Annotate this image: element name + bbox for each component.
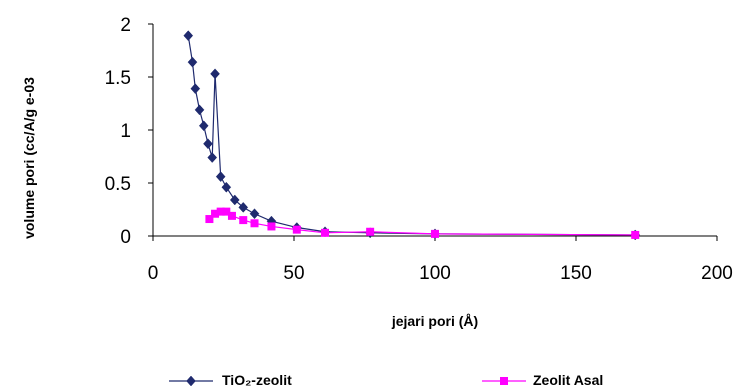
data-point	[187, 56, 198, 68]
y-tick-label: 1.5	[105, 68, 131, 89]
data-point	[222, 207, 231, 216]
data-point	[321, 228, 330, 237]
data-point	[221, 181, 232, 193]
axes: 0 0.5 1 1.5 2 0 50 100 150 200	[105, 15, 733, 284]
series-tio2-zeolit	[183, 30, 641, 241]
legend-marker	[500, 377, 508, 385]
legend-item: TiO₂-zeolit	[169, 372, 292, 388]
y-axis-title: volume pori (cc/A/g e-03	[21, 77, 37, 239]
data-point	[216, 207, 225, 216]
data-point	[227, 211, 236, 220]
data-point	[431, 229, 439, 238]
data-point	[211, 209, 220, 218]
y-tick-label: 2	[120, 15, 131, 36]
x-tick-label: 200	[701, 263, 733, 284]
y-tick-label: 0	[120, 227, 131, 248]
data-point	[239, 216, 248, 225]
data-point	[292, 225, 301, 234]
data-point	[207, 152, 218, 163]
data-point	[190, 83, 201, 95]
x-tick-label: 150	[560, 263, 592, 284]
series-line	[187, 35, 636, 236]
series-zeolit-asal	[205, 207, 640, 239]
data-point	[194, 104, 205, 116]
legend-marker	[186, 375, 196, 387]
x-tick-label: 100	[419, 263, 451, 284]
y-tick-label: 1	[120, 121, 131, 142]
data-point	[229, 194, 240, 206]
data-point	[183, 30, 194, 42]
legend-label: Zeolit Asal	[533, 372, 603, 388]
legend: TiO₂-zeolit Zeolit Asal	[169, 372, 603, 388]
data-point	[250, 219, 259, 228]
y-tick-label: 0.5	[105, 174, 131, 195]
data-point	[249, 208, 260, 220]
data-point	[366, 227, 375, 236]
data-point	[203, 138, 213, 150]
legend-item: Zeolit Asal	[482, 372, 603, 388]
data-point	[267, 222, 276, 231]
x-tick-label: 50	[283, 263, 304, 284]
x-tick-label: 0	[148, 263, 159, 284]
legend-label: TiO₂-zeolit	[222, 372, 292, 388]
data-point	[238, 202, 249, 213]
data-point	[631, 230, 640, 239]
data-point	[198, 120, 209, 132]
data-point	[210, 68, 220, 80]
series-layer	[183, 30, 641, 241]
data-point	[215, 171, 226, 183]
data-point	[205, 215, 214, 224]
x-axis-title: jejari pori (Å)	[391, 313, 478, 329]
